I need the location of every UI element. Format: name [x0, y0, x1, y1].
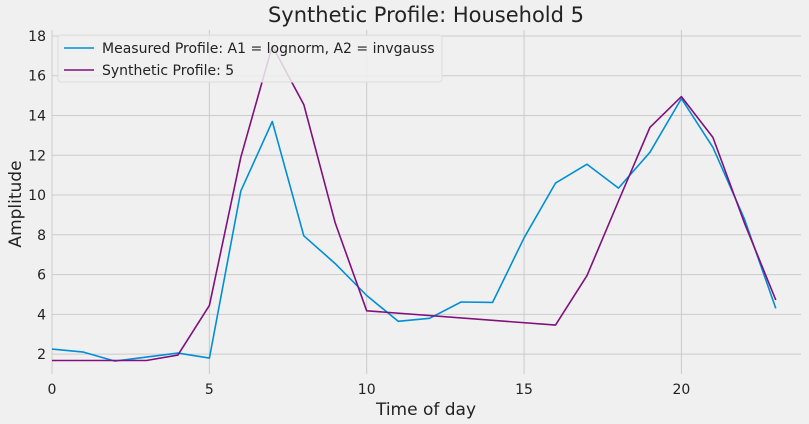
x-axis-label: Time of day — [375, 400, 476, 420]
tick-labels: 0 5 10 15 20 2 4 6 8 10 12 14 16 18 — [28, 29, 690, 398]
legend-label-synthetic: Synthetic Profile: 5 — [102, 63, 234, 79]
y-tick-label: 8 — [37, 228, 46, 244]
legend-box — [57, 34, 443, 83]
x-tick-label: 0 — [48, 382, 57, 398]
y-tick-label: 4 — [37, 307, 46, 323]
y-axis-label: Amplitude — [6, 160, 26, 247]
y-tick-label: 2 — [37, 347, 46, 363]
y-tick-label: 6 — [37, 268, 46, 284]
y-tick-label: 18 — [28, 29, 46, 45]
x-tick-label: 15 — [515, 382, 533, 398]
y-tick-label: 16 — [28, 69, 46, 85]
series-line-synthetic — [52, 45, 777, 362]
legend-label-measured: Measured Profile: A1 = lognorm, A2 = inv… — [102, 41, 435, 57]
y-tick-label: 14 — [28, 109, 46, 125]
y-tick-label: 10 — [28, 188, 46, 204]
legend: Measured Profile: A1 = lognorm, A2 = inv… — [57, 34, 443, 83]
x-tick-label: 5 — [205, 382, 214, 398]
chart-title: Synthetic Profile: Household 5 — [268, 3, 584, 27]
series-lines — [51, 45, 777, 362]
x-tick-label: 20 — [672, 382, 690, 398]
x-tick-label: 10 — [358, 382, 376, 398]
y-tick-label: 12 — [28, 148, 46, 164]
series-line-measured — [51, 97, 777, 362]
